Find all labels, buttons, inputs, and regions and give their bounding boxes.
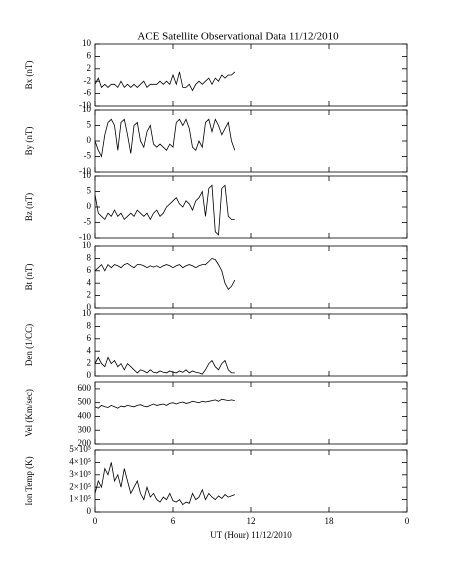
x-tick-label: 12 xyxy=(247,516,256,526)
x-tick-label: 6 xyxy=(171,516,176,526)
y-tick-label: 6 xyxy=(87,265,92,275)
y-tick-label: 500 xyxy=(78,397,92,407)
y-tick-label: -2 xyxy=(84,75,92,85)
y-tick-label: 4 xyxy=(87,345,92,355)
y-tick-label: 6 xyxy=(87,50,92,60)
y-tick-label: 0 xyxy=(87,201,92,211)
y-axis-label: Vel (Km/sec) xyxy=(24,389,34,437)
data-line xyxy=(94,398,235,409)
y-tick-label: 300 xyxy=(78,424,92,434)
data-line xyxy=(94,356,235,375)
y-tick-label: 0 xyxy=(87,135,92,145)
y-axis-label: Bt (nT) xyxy=(24,264,34,291)
y-tick-label: -5 xyxy=(84,151,92,161)
data-line xyxy=(94,462,235,506)
y-tick-label: 10 xyxy=(82,308,92,318)
data-line xyxy=(94,118,236,158)
y-tick-label: -10 xyxy=(79,232,91,242)
y-tick-label: 10 xyxy=(82,38,92,48)
y-tick-label: 8 xyxy=(87,320,92,330)
y-tick-label: 2×10⁵ xyxy=(69,481,91,491)
y-axis-label: By (nT) xyxy=(24,127,34,156)
panel-frame xyxy=(94,109,408,173)
y-axis-label: Den (1/CC) xyxy=(24,324,34,366)
panel-frame xyxy=(94,43,408,107)
data-line xyxy=(94,71,236,92)
panel-frame xyxy=(94,313,408,377)
x-tick-label: 0 xyxy=(405,516,410,526)
panel-frame xyxy=(94,449,408,513)
y-tick-label: 10 xyxy=(82,240,92,250)
y-tick-label: 4×10⁵ xyxy=(69,456,91,466)
y-tick-label: 200 xyxy=(78,438,92,448)
x-tick-label: 0 xyxy=(93,516,98,526)
y-axis-label: Bz (nT) xyxy=(24,193,34,221)
y-tick-label: 0 xyxy=(87,370,92,380)
y-tick-label: 4 xyxy=(87,277,92,287)
y-axis-label: Bx (nT) xyxy=(24,61,34,90)
y-tick-label: 2 xyxy=(87,290,92,300)
y-tick-label: 2 xyxy=(87,63,92,73)
y-tick-label: 6 xyxy=(87,333,92,343)
y-tick-label: 400 xyxy=(78,411,92,421)
x-axis-label: UT (Hour) 11/12/2010 xyxy=(210,530,292,540)
y-tick-label: 5×10⁵ xyxy=(69,444,91,454)
y-axis-label: Ion Temp (K) xyxy=(24,456,34,505)
y-tick-label: 5 xyxy=(87,186,92,196)
y-tick-label: 3×10⁵ xyxy=(69,469,91,479)
y-tick-label: -10 xyxy=(79,166,91,176)
y-tick-label: -5 xyxy=(84,217,92,227)
panel-frame xyxy=(94,245,408,309)
y-tick-label: -6 xyxy=(84,88,92,98)
panel-frame xyxy=(94,175,408,239)
y-tick-label: 2 xyxy=(87,358,92,368)
y-tick-label: 0 xyxy=(87,506,92,516)
chart-title: ACE Satellite Observational Data 11/12/2… xyxy=(137,31,339,43)
data-line xyxy=(94,184,235,236)
data-line xyxy=(94,257,236,291)
y-tick-label: 10 xyxy=(82,104,92,114)
y-tick-label: 600 xyxy=(78,383,92,393)
y-tick-label: 5 xyxy=(87,120,92,130)
y-tick-label: -10 xyxy=(79,100,91,110)
y-tick-label: 10 xyxy=(82,170,92,180)
y-tick-label: 1×10⁵ xyxy=(69,494,91,504)
x-tick-label: 18 xyxy=(325,516,335,526)
y-tick-label: 0 xyxy=(87,302,92,312)
panel-frame xyxy=(94,381,408,445)
y-tick-label: 8 xyxy=(87,252,92,262)
